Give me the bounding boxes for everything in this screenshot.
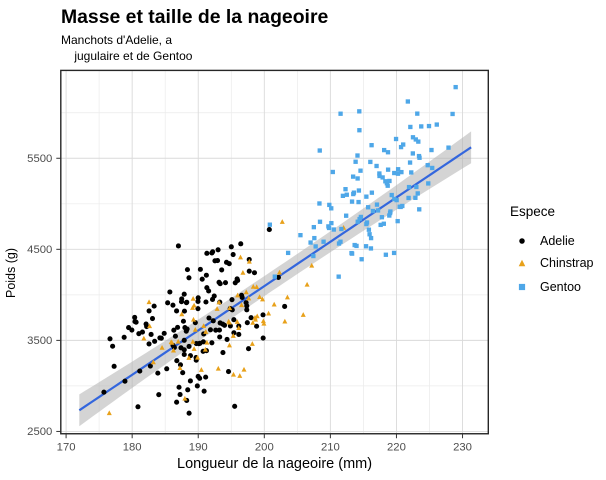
svg-text:170: 170 xyxy=(57,441,76,453)
svg-text:5500: 5500 xyxy=(27,153,52,165)
svg-text:2500: 2500 xyxy=(27,426,52,438)
svg-text:180: 180 xyxy=(123,441,142,453)
svg-text:190: 190 xyxy=(189,441,208,453)
svg-text:210: 210 xyxy=(321,441,340,453)
svg-text:220: 220 xyxy=(387,441,406,453)
svg-text:4500: 4500 xyxy=(27,244,52,256)
svg-text:200: 200 xyxy=(255,441,274,453)
svg-text:3500: 3500 xyxy=(27,335,52,347)
svg-text:230: 230 xyxy=(453,441,472,453)
